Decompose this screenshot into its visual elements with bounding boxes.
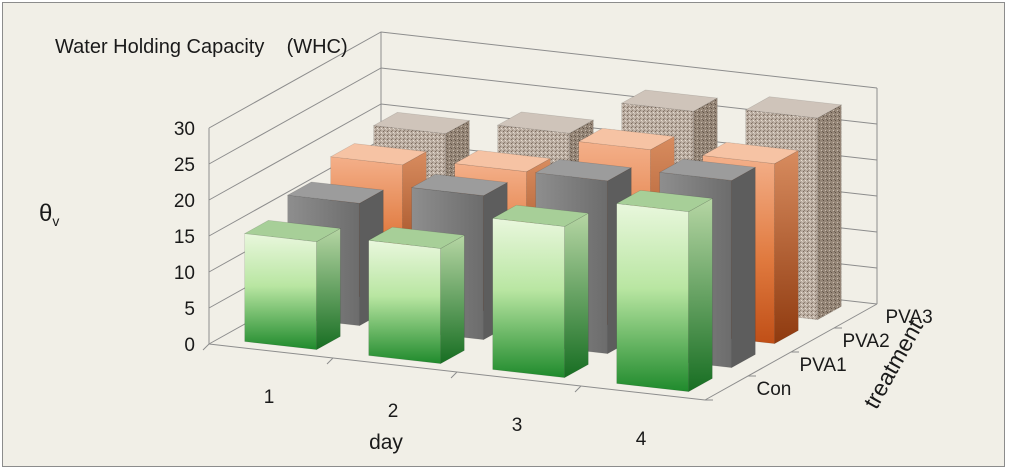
bar-top-face (491, 204, 590, 227)
chart-svg: 0 5 10 15 20 25 30 1 2 3 4 Con PVA1 PVA2 PVA3 Water Ho… (39, 31, 933, 454)
y-tick-label: 10 (174, 263, 195, 284)
bar-top-face (243, 220, 342, 242)
bar-top-face (372, 112, 471, 134)
x-tick-mark (202, 343, 210, 351)
bar-con-day-3 (491, 204, 590, 379)
labels: 0 5 10 15 20 25 30 1 2 3 4 Con PVA1 PVA2 PVA3 (174, 119, 933, 450)
bar-side-face (774, 149, 799, 345)
y-tick-label: 15 (174, 227, 195, 248)
chart-title: Water Holding Capacity (WHC) (55, 36, 348, 58)
y-tick-label: 25 (174, 155, 195, 176)
z-tick-label: Con (757, 379, 792, 400)
x-tick-label: 1 (264, 387, 275, 408)
z-tick-label: PVA3 (886, 307, 933, 328)
bar-front-face (368, 240, 441, 364)
bar-front-face (492, 218, 565, 378)
bar-top-face (658, 158, 757, 181)
z-axis-title: treatment (858, 315, 928, 413)
z-tick-label: PVA1 (800, 355, 847, 376)
bar-top-face (615, 190, 714, 212)
y-tick-label: 30 (174, 119, 195, 140)
bar-top-face (701, 142, 800, 164)
x-tick-label: 3 (512, 415, 523, 436)
bar-side-face (316, 227, 341, 351)
y-tick-label: 20 (174, 191, 195, 212)
x-tick-label: 2 (388, 401, 399, 422)
bar-top-face (534, 159, 633, 182)
axes (202, 303, 878, 401)
x-tick-mark (326, 357, 334, 365)
bar-side-face (564, 212, 589, 379)
bar-top-face (410, 174, 509, 196)
bar-side-face (440, 234, 465, 365)
y-axis-title: θv (39, 200, 59, 229)
bar-top-face (744, 96, 843, 119)
y-tick-label: 0 (184, 335, 195, 356)
chart-frame: 0 5 10 15 20 25 30 1 2 3 4 Con PVA1 PVA2 PVA3 Water Ho… (2, 2, 1005, 467)
bar-top-face (367, 226, 466, 249)
x-tick-mark (574, 385, 582, 393)
bar-side-face (688, 197, 713, 393)
bar-top-face (286, 181, 385, 204)
bar-top-face (496, 111, 595, 134)
z-tick-label: PVA2 (843, 331, 890, 352)
bar-con-day-2 (367, 226, 466, 365)
bar-top-face (453, 150, 552, 172)
bars (243, 89, 843, 393)
bar-side-face (817, 104, 842, 321)
bar-front-face (616, 203, 689, 392)
y-tick-label: 5 (184, 299, 195, 320)
bar-top-face (329, 143, 428, 166)
bar-top-face (577, 128, 676, 150)
x-tick-label: 4 (636, 429, 647, 450)
bar-top-face (620, 89, 719, 112)
bar-con-day-1 (243, 220, 342, 351)
bar-side-face (731, 166, 756, 369)
x-axis-title: day (369, 431, 403, 454)
bar-con-day-4 (615, 190, 714, 393)
bar-front-face (244, 233, 317, 350)
x-tick-mark (450, 371, 458, 379)
